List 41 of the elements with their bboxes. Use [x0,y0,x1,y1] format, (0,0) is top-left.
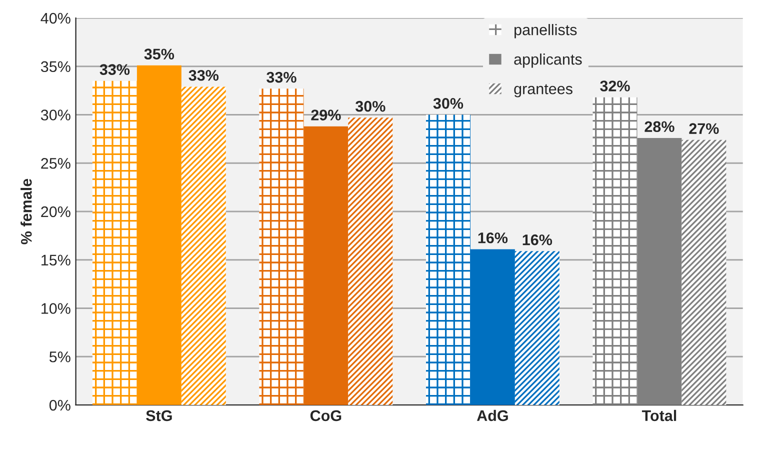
x-tick-label: CoG [310,410,342,422]
legend-label: grantees [514,84,572,98]
y-tick-label: 25% [41,158,70,169]
data-label: 35% [144,48,174,60]
data-label: 33% [188,70,219,81]
bar [514,251,560,405]
bar [181,86,226,405]
bar [426,114,470,405]
x-tick-label: Total [642,410,676,422]
bar [637,138,682,405]
y-tick-label: 0% [49,400,70,411]
data-label: 33% [266,72,296,83]
data-label: 33% [100,64,130,75]
y-tick-label: 35% [40,61,70,72]
bar [259,88,304,405]
data-label: 30% [355,100,386,112]
y-tick-label: 40% [40,12,70,24]
bar [470,249,515,405]
y-tick-label: 10% [42,303,70,314]
data-label: 16% [478,232,508,244]
bar [304,126,348,405]
y-tick-label: 30% [40,110,70,120]
bar [136,65,182,405]
bar [592,97,638,405]
data-label: 28% [644,121,674,132]
x-tick-label: AdG [476,410,508,422]
legend-label: applicants [514,54,582,68]
y-tick-label: 5% [49,352,70,362]
bar [92,80,137,405]
bar [682,140,726,405]
data-label: 16% [522,234,552,246]
legend-label: panellists [514,24,577,38]
data-label: 29% [311,110,341,120]
y-tick-label: 15% [42,254,70,266]
y-axis-title: % female [20,178,32,244]
bar [348,118,393,405]
x-tick-label: StG [146,410,172,422]
data-label: 32% [600,80,630,92]
data-label: 30% [433,98,464,109]
data-label: 27% [689,123,719,134]
y-tick-label: 20% [41,206,70,218]
